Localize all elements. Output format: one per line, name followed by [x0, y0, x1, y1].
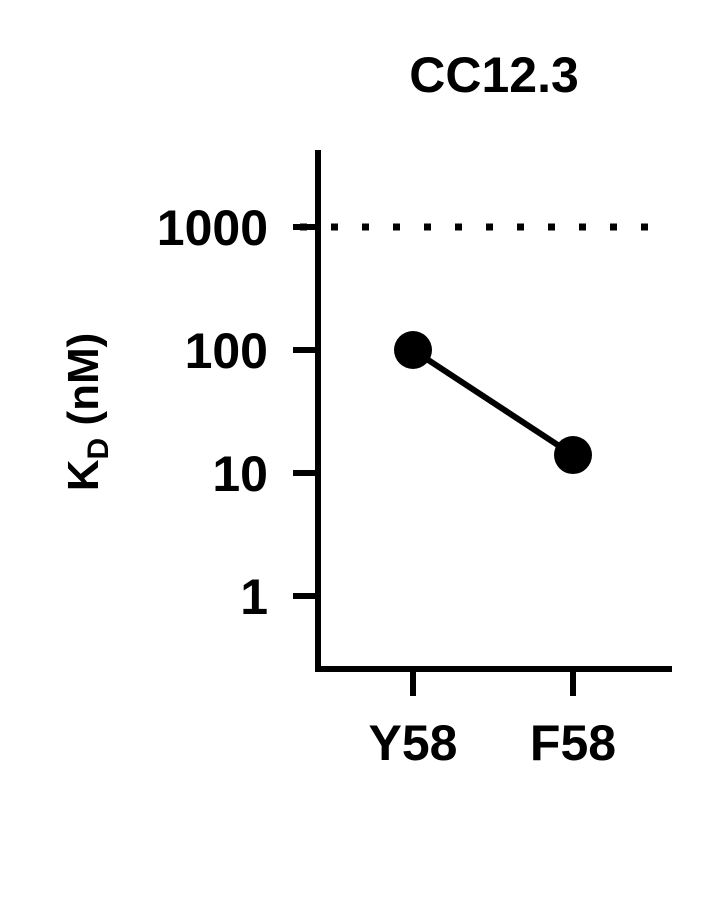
y-tick-label: 1000 [157, 200, 268, 256]
y-axis-label-main: K [59, 459, 108, 491]
series-layer [394, 331, 592, 475]
data-point [554, 436, 592, 475]
x-tick-label: Y58 [369, 715, 458, 771]
svg-text:KD (nM): KD (nM) [59, 333, 115, 492]
y-tick-label: 100 [185, 323, 268, 379]
chart-title: CC12.3 [409, 47, 579, 103]
y-axis-label-subscript: D [82, 438, 115, 460]
x-tick-label: F58 [530, 715, 616, 771]
x-ticks: Y58 F58 [369, 669, 616, 771]
y-tick-label: 1 [240, 569, 268, 625]
y-tick-label: 10 [212, 446, 268, 502]
data-point [394, 331, 432, 369]
y-axis-label-unit: (nM) [59, 333, 108, 438]
y-ticks: 1 10 100 1000 [157, 200, 318, 625]
series-line [411, 347, 575, 458]
y-axis-label: KD (nM) [59, 333, 115, 492]
